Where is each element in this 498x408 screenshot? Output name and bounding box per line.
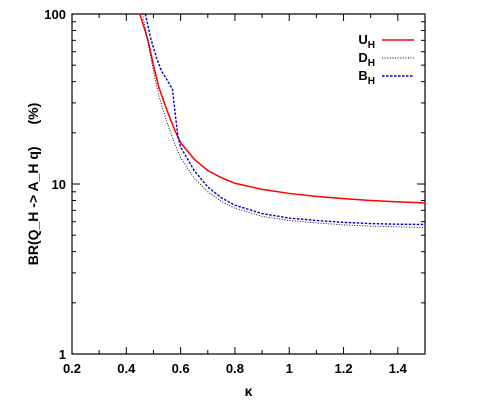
series-line-b-h — [144, 13, 426, 226]
legend-label-sub: H — [368, 76, 375, 87]
legend-label-sub: H — [368, 40, 375, 51]
series-line-u-h — [139, 13, 426, 204]
x-tick-label: 0.2 — [63, 361, 81, 376]
x-tick-label: 1 — [286, 361, 293, 376]
y-tick-label: 1 — [59, 347, 66, 362]
y-axis-title: BR(Q_H -> A_H q) (%) — [25, 103, 41, 266]
y-axis-title-main: BR(Q_H -> A_H q) — [25, 146, 41, 265]
legend-label-sub: H — [368, 58, 375, 69]
legend-label-main: D — [358, 50, 367, 65]
x-tick-label: 1.2 — [334, 361, 352, 376]
x-tick-label: 0.8 — [226, 361, 244, 376]
axis-ticks — [71, 13, 426, 355]
legend-label-main: B — [358, 68, 367, 83]
x-tick-label: 1.4 — [389, 361, 408, 376]
x-tick-label: 0.6 — [172, 361, 190, 376]
x-axis-title: κ — [245, 383, 253, 399]
series-line-d-h — [142, 13, 426, 228]
legend-label-u-h: UH — [358, 32, 375, 51]
series-lines — [139, 13, 426, 228]
tick-labels: 0.2 0.4 0.6 0.8 1 1.2 1.4 1 10 100 — [44, 7, 407, 376]
x-tick-label: 0.4 — [117, 361, 136, 376]
y-tick-label: 10 — [52, 177, 66, 192]
legend-label-b-h: BH — [358, 68, 375, 87]
y-axis-title-unit: (%) — [25, 103, 41, 125]
y-tick-label: 100 — [44, 7, 66, 22]
legend-label-d-h: DH — [358, 50, 375, 69]
legend-label-main: U — [358, 32, 367, 47]
